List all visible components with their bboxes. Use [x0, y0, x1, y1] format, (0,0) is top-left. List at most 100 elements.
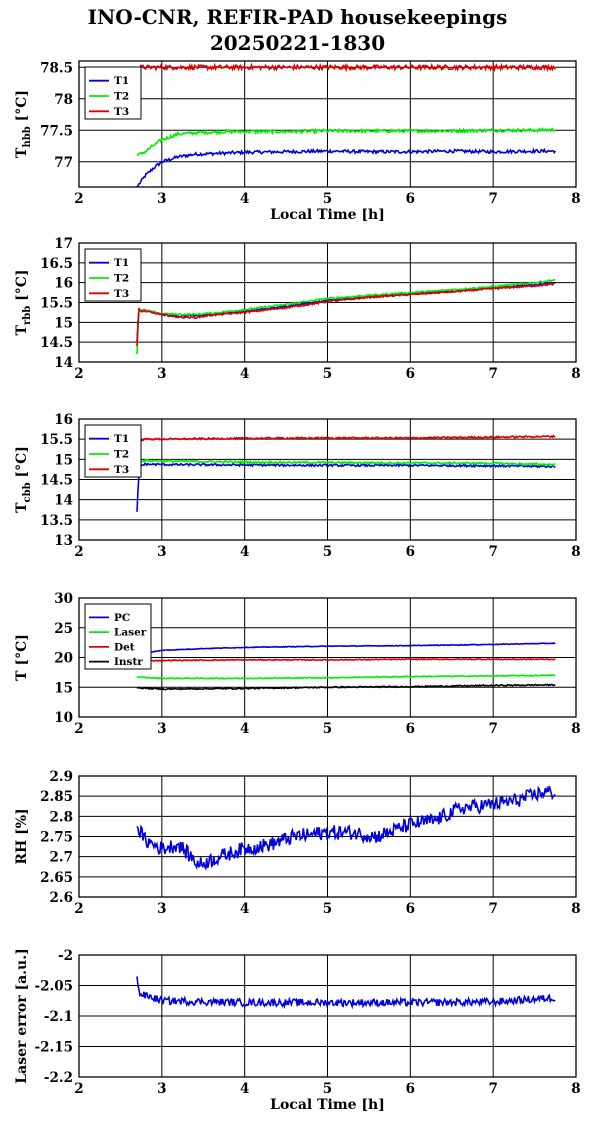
y-tick-label: 15 — [54, 452, 73, 468]
y-tick-label: 15 — [54, 680, 73, 696]
x-tick-label: 3 — [157, 544, 166, 560]
x-tick-label: 8 — [571, 1081, 580, 1097]
y-tick-label: 13 — [54, 533, 73, 549]
plot-frame — [78, 597, 577, 718]
series-line-t1 — [136, 147, 556, 187]
x-tick-label: 7 — [488, 901, 497, 917]
series-line-t2 — [136, 458, 556, 467]
y-tick-label: 2.7 — [50, 850, 74, 866]
legend: T1 T2 T3 — [84, 424, 142, 478]
y-tick-label: 16.5 — [40, 256, 73, 272]
x-tick-label: 5 — [323, 544, 332, 560]
x-tick-label: 5 — [323, 366, 332, 382]
x-tick-label: 8 — [571, 721, 580, 737]
y-tick-label: 16 — [54, 412, 73, 428]
series-line-t2 — [136, 278, 556, 355]
x-axis-label: Local Time [h] — [270, 1097, 385, 1113]
x-tick-label: 6 — [406, 901, 415, 917]
legend-label: T1 — [114, 433, 129, 445]
x-tick-label: 4 — [240, 544, 249, 560]
y-tick-label: 13.5 — [40, 513, 73, 529]
series-line-pc — [136, 642, 556, 656]
chart-title: INO-CNR, REFIR-PAD housekeepings 2025022… — [0, 4, 595, 56]
y-tick-label: 25 — [54, 621, 73, 637]
series-line-t2 — [136, 127, 556, 157]
x-tick-label: 6 — [406, 191, 415, 207]
y-tick-label: 30 — [54, 591, 73, 607]
x-tick-label: 7 — [488, 544, 497, 560]
y-tick-label: 2.8 — [50, 809, 74, 825]
y-axis-label-unit: [°C] — [14, 446, 30, 482]
y-tick-label: -2.05 — [35, 979, 73, 995]
x-tick-label: 5 — [323, 1081, 332, 1097]
plot-frame — [78, 418, 577, 541]
x-tick-label: 3 — [157, 191, 166, 207]
title-line-1: INO-CNR, REFIR-PAD housekeepings — [87, 5, 508, 29]
legend-label: Laser — [114, 627, 147, 639]
legend-label: T2 — [114, 449, 129, 461]
y-axis-label-unit: [°C] — [14, 90, 30, 126]
x-tick-label: 4 — [240, 901, 249, 917]
x-tick-label: 2 — [74, 544, 83, 560]
y-tick-label: 15 — [54, 315, 73, 331]
x-tick-label: 7 — [488, 721, 497, 737]
chart-panel-2: 14 14.5 15 15.5 16 16.5 17 2 3 4 5 6 7 8 T1 T2 T3 Trbb [°… — [14, 236, 581, 382]
x-tick-label: 5 — [323, 191, 332, 207]
y-tick-label: 16 — [54, 276, 73, 292]
x-tick-label: 6 — [406, 544, 415, 560]
y-tick-label: 14.5 — [40, 335, 73, 351]
series-line-t3 — [137, 62, 556, 73]
series-line-t3 — [136, 434, 556, 442]
legend-label: T3 — [114, 106, 129, 118]
chart-panel-4: 10 15 20 25 30 2 3 4 5 6 7 8 PC Laser Det Instr T [°C] — [14, 591, 581, 737]
y-tick-label: -2.15 — [35, 1040, 73, 1056]
chart-panel-5: 2.6 2.65 2.7 2.75 2.8 2.85 2.9 2 3 4 5 6 7 8 RH [%] — [14, 769, 581, 917]
y-tick-label: 2.85 — [40, 789, 73, 805]
y-axis-label-subscript: rbb — [22, 306, 33, 325]
y-axis-label-unit: [°C] — [14, 270, 30, 306]
y-tick-label: 78.5 — [40, 60, 73, 76]
plot-frame — [78, 775, 577, 898]
series-line-t1 — [136, 462, 556, 512]
legend-label: Instr — [114, 656, 143, 668]
chart-panel-6: -2.2 -2.15 -2.1 -2.05 -2 2 3 4 5 6 7 8 Laser error [… — [14, 948, 581, 1113]
y-tick-label: 17 — [54, 236, 73, 252]
x-tick-label: 4 — [240, 721, 249, 737]
x-tick-label: 3 — [157, 721, 166, 737]
series-line-t3 — [136, 282, 556, 347]
y-tick-label: 20 — [54, 651, 73, 667]
y-tick-label: 15.5 — [40, 432, 73, 448]
x-tick-label: 4 — [240, 366, 249, 382]
y-axis-label: Laser error [a.u.] — [14, 948, 30, 1083]
y-tick-label: 2.9 — [50, 769, 74, 785]
y-tick-label: 2.75 — [40, 830, 73, 846]
y-axis-label-subscript: cbb — [22, 482, 33, 502]
x-tick-label: 2 — [74, 366, 83, 382]
legend-label: PC — [114, 612, 130, 624]
y-axis-label: T [°C] — [14, 634, 30, 681]
x-axis-label: Local Time [h] — [270, 207, 385, 223]
x-tick-label: 5 — [323, 721, 332, 737]
x-tick-label: 6 — [406, 721, 415, 737]
x-tick-label: 8 — [571, 544, 580, 560]
legend-box — [84, 424, 142, 478]
series-line-laser — [136, 674, 556, 680]
y-tick-label: 14 — [54, 355, 73, 371]
legend: T1 T2 T3 — [84, 66, 142, 120]
series-line-data — [136, 976, 556, 1010]
legend: T1 T2 T3 — [84, 248, 142, 302]
series-line-t1 — [136, 281, 556, 343]
x-tick-label: 2 — [74, 721, 83, 737]
legend-label: T3 — [114, 288, 129, 300]
x-tick-label: 2 — [74, 901, 83, 917]
x-tick-label: 4 — [240, 1081, 249, 1097]
y-tick-label: 2.6 — [50, 890, 74, 906]
x-tick-label: 7 — [488, 191, 497, 207]
x-tick-label: 8 — [571, 901, 580, 917]
legend-box — [84, 603, 152, 670]
x-tick-label: 5 — [323, 901, 332, 917]
x-tick-label: 3 — [157, 366, 166, 382]
series-line-det — [136, 657, 556, 663]
